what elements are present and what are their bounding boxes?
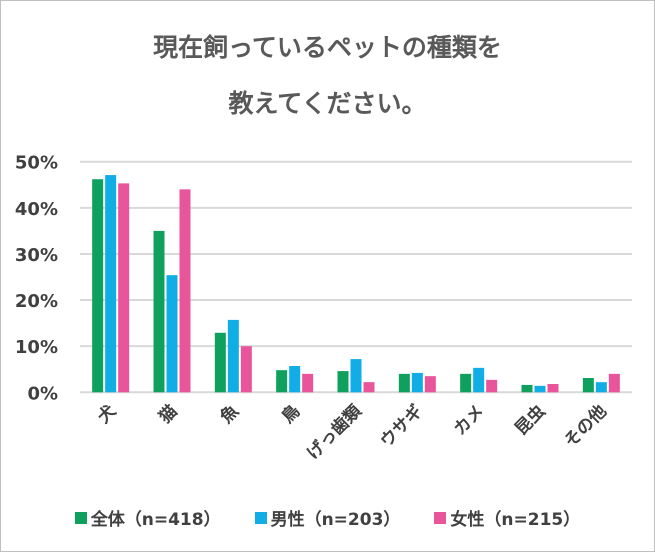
bar-1-6 [473,367,485,393]
x-tick-label: げっ歯類 [303,400,367,464]
legend-label: 男性（n=203） [270,510,401,530]
y-tick-label: 10% [15,337,58,358]
bar-0-1 [153,230,165,393]
bar-1-1 [166,275,178,393]
bar-0-4 [337,371,349,393]
legend-swatch [434,511,447,524]
y-tick-label: 20% [15,291,58,312]
bar-1-2 [227,319,239,393]
legend-swatch [254,511,267,524]
bar-2-6 [486,379,498,393]
legend-item-female: 女性（n=215） [434,505,580,530]
bar-1-0 [105,175,117,393]
bar-0-8 [582,378,594,393]
x-tick-label: 昆虫 [511,401,550,440]
legend-swatch [74,511,87,524]
legend-label: 女性（n=215） [450,510,581,530]
legend-item-male: 男性（n=203） [254,505,401,530]
x-tick-label: カメ [450,401,488,439]
bar-0-0 [92,179,104,393]
x-tick-label: その他 [560,401,611,452]
bar-2-0 [118,183,130,393]
chart-title-line-2: 教えてください。 [228,89,427,118]
bar-2-4 [363,382,375,393]
bar-1-3 [289,366,301,393]
legend-label: 全体（n=418） [90,510,221,530]
bar-2-2 [240,346,252,393]
legend-item-all: 全体（n=418） [74,505,221,530]
x-tick-label: 犬 [93,400,121,428]
bar-2-7 [547,383,559,393]
bar-0-6 [460,373,472,393]
bar-0-7 [521,384,533,393]
bar-2-3 [302,373,314,393]
y-tick-label: 40% [15,199,58,220]
bar-2-5 [424,376,436,393]
bar-0-5 [398,373,410,393]
chart-title-line-1: 現在飼っているペットの種類を [153,33,502,62]
bar-0-2 [214,332,226,393]
x-tick-label: 魚 [216,401,243,428]
y-tick-label: 30% [15,245,58,266]
bar-1-5 [411,372,423,393]
bar-2-1 [179,189,191,393]
legend: 全体（n=418） 男性（n=203） 女性（n=215） [0,505,655,530]
y-tick-label: 0% [27,383,58,404]
bar-2-8 [608,373,620,393]
y-tick-label: 50% [15,153,58,174]
bar-1-8 [595,382,607,393]
bar-1-7 [534,385,546,393]
bar-1-4 [350,359,362,393]
x-tick-label: 猫 [155,401,182,428]
x-tick-label: ウサギ [377,401,427,451]
x-tick-label: 鳥 [277,401,304,428]
bar-0-3 [276,370,288,393]
